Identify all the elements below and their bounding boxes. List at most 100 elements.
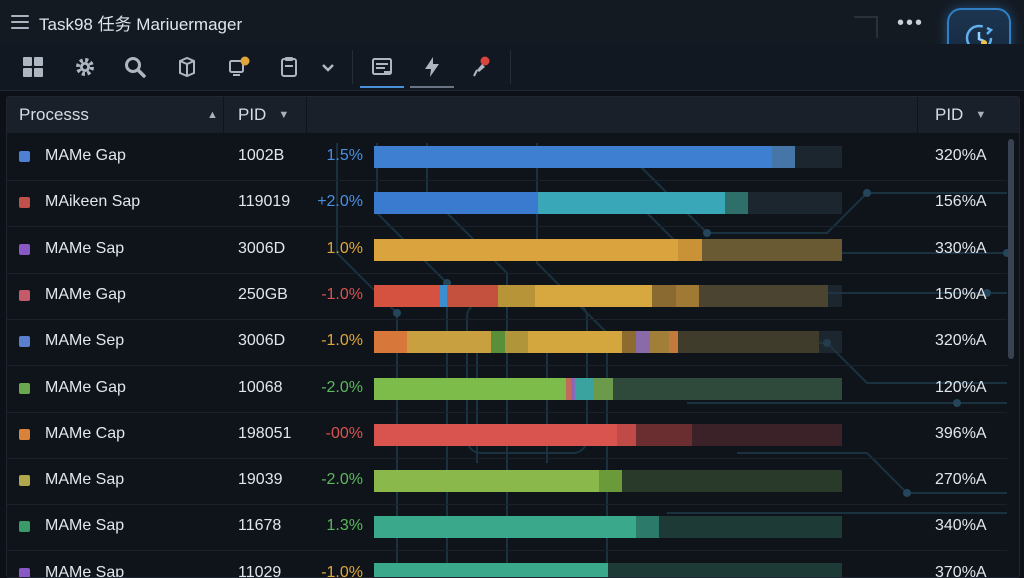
usage-bar [374,423,842,446]
process-pid: 3006D [238,332,286,350]
column-header-pid[interactable]: PID ▼ [238,105,290,124]
gear-icon[interactable] [70,52,100,82]
process-name: MAMe Sap [45,563,125,578]
pin-icon[interactable] [467,52,497,82]
usage-bar-segment [537,192,725,215]
usage-bar-segment [374,146,772,168]
process-metric: 370%A [935,563,987,578]
usage-bar-segment [678,331,819,354]
table-row[interactable]: MAMe Gap 1002B 1.5% 320%A [7,134,1007,181]
usage-bar [374,146,842,168]
usage-bar-segment [692,423,842,446]
table-row[interactable]: MAMe Cap 198051 -00% 396%A [7,412,1007,459]
process-color-icon [19,428,30,440]
process-color-icon [19,475,30,487]
usage-bar-segment [659,516,842,539]
usage-bar-segment [675,284,700,307]
process-name: MAMe Sap [45,239,125,257]
lightning-icon[interactable] [410,52,454,88]
usage-bar-segment [612,377,842,400]
process-color-icon [19,521,30,533]
box-icon[interactable] [172,52,202,82]
usage-bar-segment [535,284,653,307]
usage-bar [374,331,842,354]
chevron-down-icon[interactable] [313,52,343,82]
list-icon[interactable] [360,52,404,88]
cpu-percent: -1.0% [321,285,363,303]
usage-bar-segment [622,331,637,354]
restore-window-icon[interactable] [854,16,878,38]
usage-bar-segment [617,423,637,446]
clipboard-icon[interactable] [274,52,304,82]
process-name: MAMe Sap [45,517,125,535]
usage-bar-segment [593,377,613,400]
usage-bar-segment [374,516,637,539]
sort-desc-icon: ▼ [278,109,290,121]
usage-bar [374,238,842,261]
usage-bar-segment [374,377,566,400]
scrollbar[interactable] [1008,139,1014,359]
process-pid: 119019 [238,193,291,211]
process-color-icon [19,289,30,301]
app-title: Task98 任务 Mariuermager [39,14,243,34]
process-metric: 340%A [935,517,987,535]
process-name: MAMe Gap [45,285,126,303]
usage-bar-segment [771,146,796,168]
menu-icon[interactable] [11,15,29,29]
more-options-icon[interactable]: ••• [897,12,925,34]
process-pid: 11678 [238,517,282,535]
grid-icon[interactable] [18,52,48,82]
usage-bar [374,470,842,493]
usage-bar-segment [498,284,536,307]
process-metric: 396%A [935,424,987,442]
column-header-pid-2[interactable]: PID ▼ [935,105,987,124]
usage-bar-segment [446,284,498,307]
usage-bar-segment [374,192,538,215]
usage-bar-segment [374,331,407,354]
process-pid: 1002B [238,147,285,164]
process-name: MAMe Cap [45,424,126,442]
cpu-percent: 1.0% [326,239,363,257]
table-row[interactable]: MAMe Sap 19039 -2.0% 270%A [7,458,1007,506]
table-row[interactable]: MAikeen Sap 119019 +2.0% 156%A [7,180,1007,228]
usage-bar-segment [608,562,842,577]
cpu-percent: -00% [325,424,363,442]
cpu-percent: -1.0% [321,563,363,578]
usage-bar-segment [374,562,608,577]
process-metric: 150%A [935,285,987,303]
process-color-icon [19,382,30,394]
process-name: MAMe Sep [45,332,125,350]
table-row[interactable]: MAMe Gap 10068 -2.0% 120%A [7,366,1007,413]
table-row[interactable]: MAMe Sap 3006D 1.0% 330%A [7,227,1007,274]
cpu-percent: 1.3% [326,517,363,535]
toolbar [0,44,1024,91]
cpu-percent: -2.0% [321,378,363,396]
usage-bar-segment [565,377,571,400]
cpu-percent: -2.0% [321,471,363,489]
usage-bar [374,377,842,400]
usage-bar-segment [668,331,679,354]
sort-desc-icon: ▼ [975,109,987,121]
usage-bar-segment [636,331,651,354]
column-header-process[interactable]: Processs ▲ [19,105,218,124]
process-pid: 11029 [238,563,282,578]
app-alert-icon[interactable] [224,52,254,82]
process-pid: 3006D [238,239,286,257]
process-metric: 270%A [935,471,987,489]
process-color-icon [19,243,30,255]
usage-bar-segment [505,331,529,354]
table-row[interactable]: MAMe Gap 250GB -1.0% 150%A [7,273,1007,320]
process-pid: 10068 [238,378,283,396]
usage-bar-segment [650,331,669,354]
table-row[interactable]: MAMe Sap 11029 -1.0% 370%A [7,551,1007,578]
cpu-percent: +2.0% [317,193,363,211]
usage-bar-segment [652,284,676,307]
process-color-icon [19,151,30,162]
table-row[interactable]: MAMe Sap 11678 1.3% 340%A [7,504,1007,552]
table-row[interactable]: MAMe Sep 3006D -1.0% 320%A [7,319,1007,367]
search-icon[interactable] [120,52,150,82]
cpu-percent: 1.5% [326,147,363,164]
usage-bar [374,284,842,307]
usage-bar-segment [575,377,594,400]
process-pid: 19039 [238,471,283,489]
